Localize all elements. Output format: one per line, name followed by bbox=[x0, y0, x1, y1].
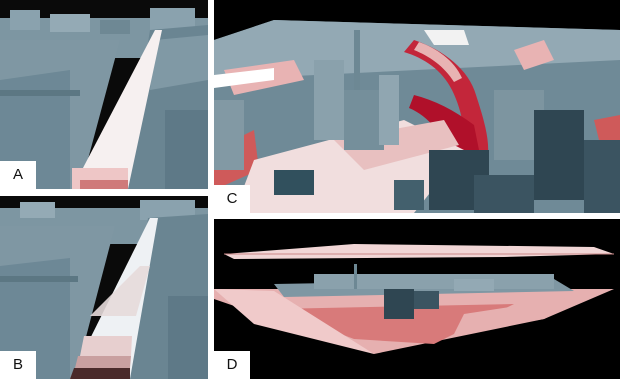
panel-a-render bbox=[0, 0, 208, 189]
panel-d-overview: D bbox=[214, 219, 620, 379]
panel-a-label: A bbox=[0, 161, 36, 189]
panel-d-label: D bbox=[214, 351, 250, 379]
panel-c-render bbox=[214, 0, 620, 213]
panel-b-render bbox=[0, 196, 208, 379]
panel-d-render bbox=[214, 219, 620, 379]
panel-a-street-view: A bbox=[0, 0, 208, 189]
panel-c-label: C bbox=[214, 185, 250, 213]
panel-c-aerial-view: C bbox=[214, 0, 620, 213]
panel-b-label: B bbox=[0, 351, 36, 379]
panel-b-street-view: B bbox=[0, 196, 208, 379]
